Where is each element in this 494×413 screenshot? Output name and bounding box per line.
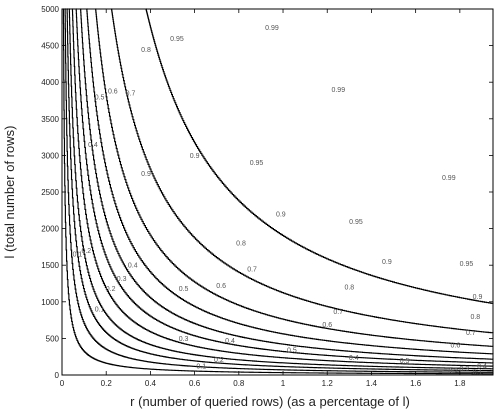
contour-label-0.95: 0.95 [170,36,184,43]
contour-label-0.9: 0.9 [141,171,151,178]
contour-line-0.95 [110,8,494,334]
plot-frame [61,8,494,376]
contour-line-0.9 [95,8,494,347]
y-tick-label: 500 [46,334,60,343]
contour-label-0.9: 0.9 [473,294,483,301]
contour-label-0.3: 0.3 [459,366,469,373]
x-tick-label: 1.6 [410,379,422,388]
y-tick-label: 3000 [41,151,59,160]
y-tick-label: 5000 [41,5,59,14]
contour-label-0.1: 0.1 [95,307,105,314]
x-axis-label: r (number of queried rows) (as a percent… [130,394,410,409]
y-tick-label: 2000 [41,225,59,234]
contour-label-0.7: 0.7 [466,330,476,337]
contour-line-0.5 [71,8,494,367]
y-axis-ticks: 0 500 1000 1500 2000 2500 3000 3500 4000 4500 5000 [41,5,493,380]
x-tick-label: 1.2 [322,379,334,388]
x-axis-ticks: 0 0.2 0.4 0.6 0.8 1 1.2 1.4 1.6 1.8 [60,9,466,388]
contour-label-0.9: 0.9 [276,211,286,218]
contour-label-0.99: 0.99 [331,87,345,94]
contour-label-0.95: 0.95 [250,160,264,167]
contour-line-0.8 [86,8,494,355]
x-tick-label: 0.4 [145,379,157,388]
y-tick-label: 0 [55,371,60,380]
x-tick-label: 0.2 [101,379,113,388]
contour-label-0.95: 0.95 [349,219,363,226]
contour-label-0.9: 0.9 [190,153,200,160]
contour-label-0.6: 0.6 [322,322,332,329]
contour-label-0.7: 0.7 [247,266,257,273]
contour-label-0.8: 0.8 [470,314,480,321]
y-tick-label: 1500 [41,261,59,270]
x-tick-label: 1.8 [454,379,466,388]
contour-label-0.5: 0.5 [400,358,410,365]
y-tick-label: 3500 [41,115,59,124]
contour-label-0.9: 0.9 [382,259,392,266]
contour-label-0.4: 0.4 [225,338,235,345]
contour-label-0.5: 0.5 [179,286,189,293]
contour-label-0.2: 0.2 [81,248,91,255]
contour-label-0.4: 0.4 [477,364,487,371]
contour-line-0.3 [66,8,494,372]
contour-label-0.3: 0.3 [117,276,127,283]
contour-label-0.4: 0.4 [349,355,359,362]
contour-line-0.6 [75,8,494,364]
contour-label-0.8: 0.8 [344,285,354,292]
x-tick-label: 0.6 [189,379,201,388]
contour-label-0.6: 0.6 [108,88,118,95]
contour-label-0.3: 0.3 [179,336,189,343]
contour-label-0.1: 0.1 [196,364,206,371]
contour-label-0.99: 0.99 [442,175,456,182]
x-tick-label: 0.8 [233,379,245,388]
y-tick-label: 4000 [41,78,59,87]
contour-label-0.5: 0.5 [287,348,297,355]
x-tick-label: 1 [281,379,286,388]
contour-label-0.99: 0.99 [265,25,279,32]
contour-label-0.4: 0.4 [88,142,98,149]
contour-line-0.4 [68,8,494,370]
y-tick-label: 2500 [41,188,59,197]
y-axis-label: l (total number of rows) [2,126,17,259]
x-tick-label: 0 [60,379,65,388]
contour-labels: 0.10.10.10.10.20.20.20.20.30.30.30.40.40… [73,25,487,377]
contour-label-0.6: 0.6 [216,283,226,290]
contour-label-0.6: 0.6 [451,342,461,349]
contour-label-0.2: 0.2 [106,286,116,293]
contour-label-0.95: 0.95 [460,261,474,268]
x-tick-label: 1.4 [366,379,378,388]
contour-label-0.5: 0.5 [95,94,105,101]
contour-line-0.1 [62,8,494,375]
y-tick-label: 4500 [41,42,59,51]
contour-lines [62,8,494,375]
contour-line-0.2 [64,8,494,373]
contour-label-0.4: 0.4 [128,263,138,270]
contour-label-0.1: 0.1 [73,252,83,259]
contour-label-0.7: 0.7 [126,91,136,98]
contour-label-0.2: 0.2 [214,357,224,364]
contour-line-0.99 [145,8,494,304]
contour-label-0.8: 0.8 [141,47,151,54]
contour-label-0.1: 0.1 [473,370,483,377]
y-tick-label: 1000 [41,298,59,307]
contour-label-0.8: 0.8 [236,241,246,248]
contour-label-0.2: 0.2 [448,368,458,375]
contour-label-0.7: 0.7 [333,309,343,316]
contour-line-0.7 [80,8,494,360]
